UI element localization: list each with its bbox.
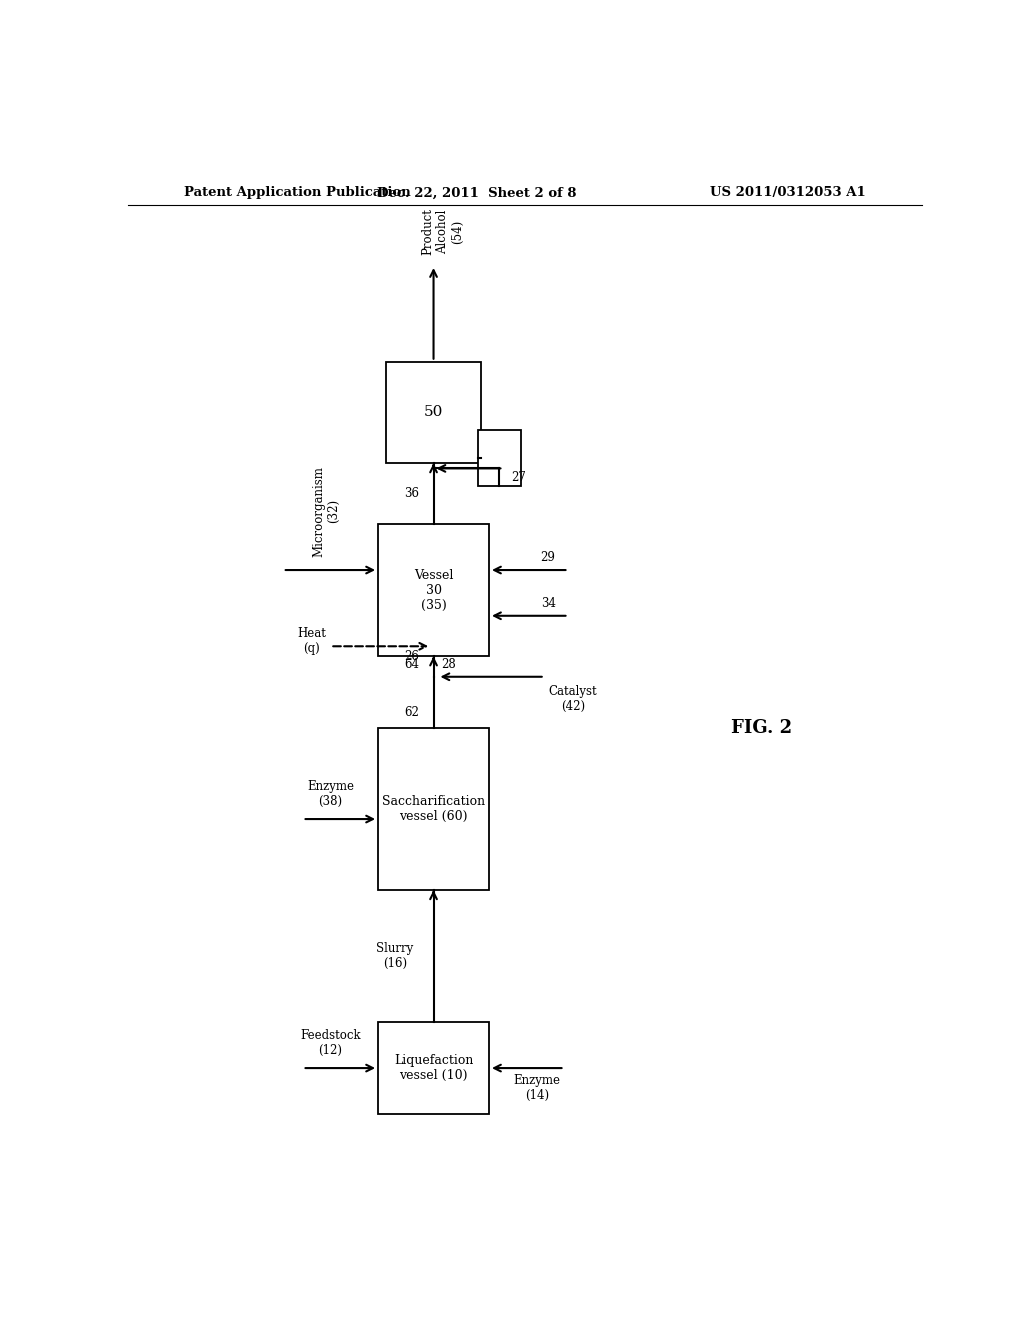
Text: Dec. 22, 2011  Sheet 2 of 8: Dec. 22, 2011 Sheet 2 of 8 [378, 186, 577, 199]
Text: 34: 34 [541, 597, 556, 610]
Bar [378, 524, 489, 656]
Text: 64: 64 [404, 659, 419, 671]
Bar [386, 362, 481, 463]
Text: Product
Alcohol
(54): Product Alcohol (54) [422, 209, 465, 255]
Bar [477, 430, 521, 486]
Text: Slurry
(16): Slurry (16) [377, 942, 414, 970]
Bar [378, 1022, 489, 1114]
Text: Catalyst
(42): Catalyst (42) [549, 685, 597, 713]
Text: Saccharification
vessel (60): Saccharification vessel (60) [382, 795, 485, 822]
Text: 26: 26 [404, 649, 419, 663]
Text: Heat
(q): Heat (q) [298, 627, 327, 655]
Text: Microorganism
(32): Microorganism (32) [312, 466, 340, 557]
Text: Liquefaction
vessel (10): Liquefaction vessel (10) [394, 1055, 473, 1082]
Text: 50: 50 [424, 405, 443, 420]
Text: Patent Application Publication: Patent Application Publication [183, 186, 411, 199]
Text: 62: 62 [404, 706, 419, 719]
Text: 27: 27 [511, 471, 526, 484]
Text: Enzyme
(14): Enzyme (14) [513, 1074, 560, 1102]
Text: 28: 28 [441, 659, 457, 671]
Text: Enzyme
(38): Enzyme (38) [307, 780, 354, 808]
Bar [378, 727, 489, 890]
Text: Feedstock
(12): Feedstock (12) [300, 1028, 360, 1057]
Text: US 2011/0312053 A1: US 2011/0312053 A1 [711, 186, 866, 199]
Text: FIG. 2: FIG. 2 [731, 718, 793, 737]
Text: Vessel
30
(35): Vessel 30 (35) [414, 569, 454, 612]
Text: 29: 29 [541, 552, 556, 565]
Text: 36: 36 [404, 487, 419, 500]
